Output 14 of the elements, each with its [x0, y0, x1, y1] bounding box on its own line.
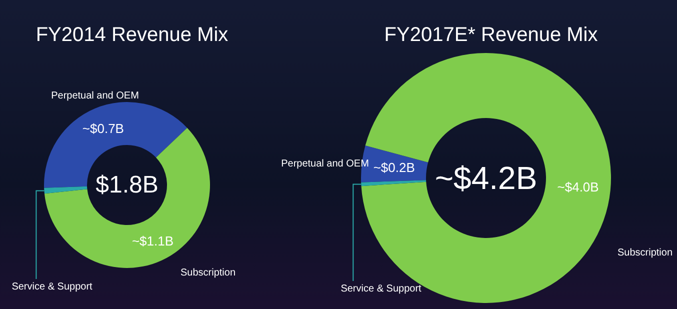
text: $1.8B — [96, 172, 158, 198]
data-label: ~$0.7B — [82, 120, 124, 136]
data-label: ~$0.2B — [373, 160, 415, 175]
slice-label: Service & Support — [12, 282, 93, 292]
slice-label: Subscription — [180, 268, 236, 278]
slice-label: Subscription — [617, 248, 673, 258]
slice-label: Service & Support — [340, 284, 422, 294]
data-label: ~$1.1B — [132, 233, 174, 248]
slice-label: Perpetual and OEM — [51, 90, 139, 102]
slice-label: Perpetual and OEM — [281, 158, 369, 170]
text: ~$4.2B — [434, 160, 538, 196]
chart-title: FY2014 Revenue Mix — [36, 24, 228, 46]
data-label: ~$4.0B — [557, 180, 599, 195]
chart-title: FY2017E* Revenue Mix — [384, 24, 598, 46]
